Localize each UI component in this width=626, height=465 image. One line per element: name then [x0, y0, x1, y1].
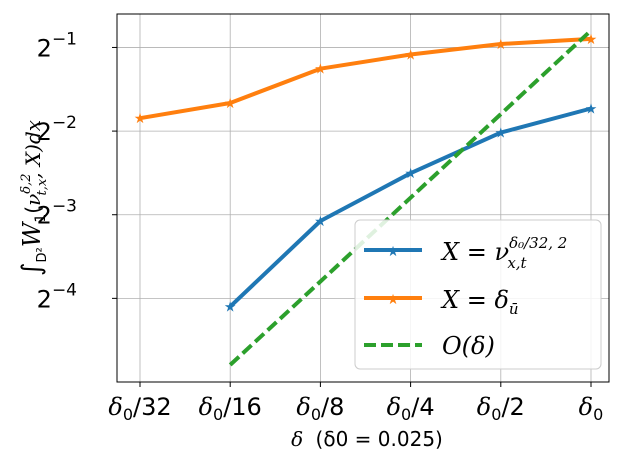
- data-point-0: ★: [314, 215, 327, 230]
- x-tick-label: δ0/32: [108, 393, 171, 424]
- series-line-0: [228, 106, 592, 309]
- y-tick-label: 2−4: [37, 280, 77, 313]
- x-tick-label: δ0/16: [199, 393, 262, 424]
- series-layer: ★ ★ ★ ★ ★ ★ ★ ★ ★ ★ ★: [134, 29, 598, 367]
- x-tick-label: δ0: [579, 393, 604, 424]
- data-point-0: ★: [495, 127, 508, 142]
- legend-star-blue: ★: [387, 245, 400, 260]
- svg-text:O(δ): O(δ): [442, 332, 495, 360]
- data-point-1: ★: [404, 48, 417, 63]
- svg-text:∫D²W1(νδ,2t,x, X)dx: ∫D²W1(νδ,2t,x, X)dx: [17, 120, 50, 276]
- y-axis-ticks: 2−12−22−32−4: [37, 29, 117, 313]
- data-point-0: ★: [404, 167, 417, 182]
- series-line-2: [228, 29, 593, 367]
- y-axis-title: ∫D²W1(νδ,2t,x, X)dx: [17, 120, 50, 276]
- data-point-0: ★: [585, 102, 598, 117]
- legend-box: [354, 219, 602, 370]
- legend-entry-orange: ★ X = δū: [364, 286, 519, 318]
- data-point-1: ★: [314, 63, 327, 78]
- x-tick-label: δ0/4: [387, 393, 435, 424]
- data-point-0: ★: [224, 301, 237, 316]
- legend-entry-green: O(δ): [364, 332, 495, 360]
- legend-star-orange: ★: [387, 293, 400, 308]
- svg-text:X = δū: X = δū: [440, 286, 519, 318]
- x-axis-title: δ (δ0 = 0.025): [291, 427, 443, 451]
- data-point-1: ★: [495, 38, 508, 53]
- legend: ★ X = νδ₀/32, 2 x,t ★ X = δū O(δ): [354, 219, 602, 370]
- x-axis-ticks: δ0/32 δ0/16 δ0/8 δ0/4 δ0/2 δ0: [108, 382, 603, 424]
- data-point-1: ★: [224, 97, 237, 112]
- x-tick-label: δ0/8: [296, 393, 344, 424]
- y-tick-label: 2−1: [37, 29, 77, 62]
- legend-entry-blue: ★ X = νδ₀/32, 2 x,t: [364, 234, 567, 272]
- data-point-1: ★: [134, 112, 147, 127]
- series-line-1: [139, 36, 592, 121]
- plot-frame: [116, 13, 610, 383]
- data-point-1: ★: [585, 33, 598, 48]
- x-tick-label: δ0/2: [477, 393, 525, 424]
- svg-text:X = νδ₀/32, 2x,t: X = νδ₀/32, 2 x,t: [440, 234, 567, 272]
